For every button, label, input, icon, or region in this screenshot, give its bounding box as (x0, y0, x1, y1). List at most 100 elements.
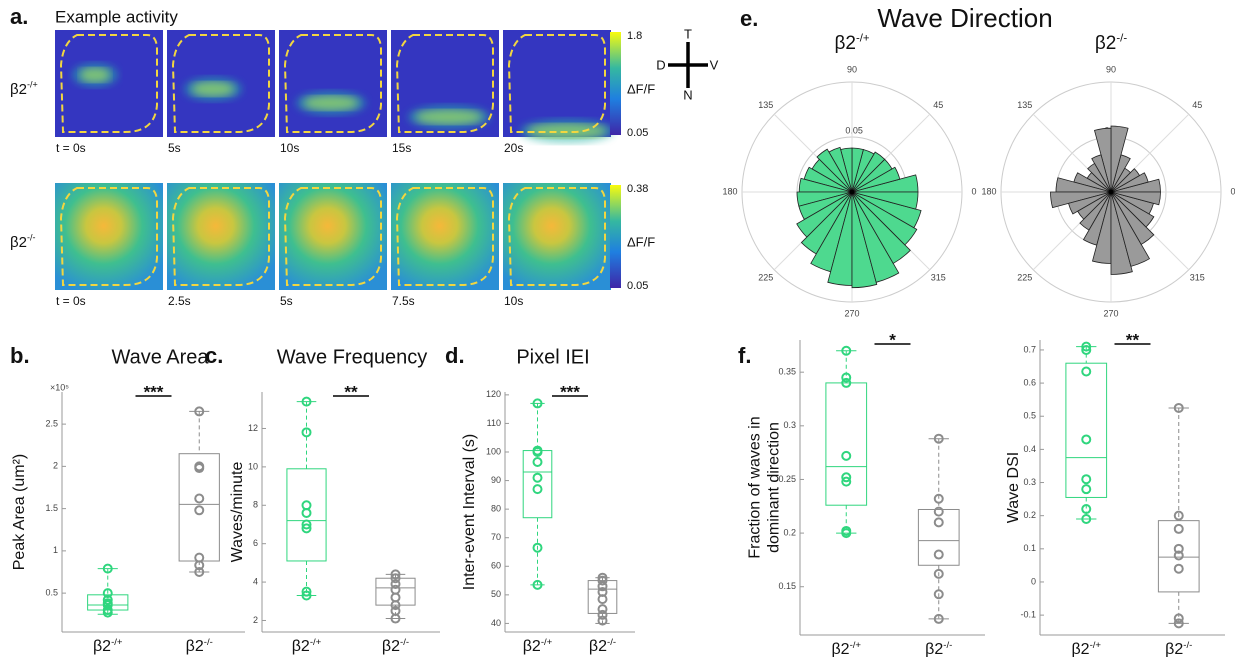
x-tick-label: β2-/- (925, 640, 952, 657)
outline (395, 187, 494, 286)
data-point (933, 568, 944, 579)
data-point (102, 563, 113, 574)
outline (507, 34, 606, 133)
compass-label: D (656, 57, 665, 72)
image-frame (279, 183, 387, 290)
data-point (597, 615, 608, 626)
y-tick-label: 0.3 (1023, 477, 1036, 487)
y-tick-label: 80 (491, 504, 501, 514)
y-tick-label: 4 (253, 576, 258, 586)
data-point (194, 406, 205, 417)
data-point (841, 476, 852, 487)
box (1157, 520, 1200, 593)
compass-label: T (684, 26, 692, 41)
image (391, 183, 499, 290)
outline (171, 187, 270, 286)
y-tick-label: 0.5 (1023, 411, 1036, 421)
wedge (1091, 154, 1112, 193)
data-point (1173, 563, 1184, 574)
y-tick-label: 0.5 (45, 588, 58, 598)
data-point (1173, 543, 1184, 554)
significance: *** (144, 382, 164, 401)
image-frame (55, 183, 163, 290)
data-point (390, 600, 401, 611)
outline (59, 34, 158, 133)
theta-tick-label: 0 (971, 186, 976, 196)
y-tick-label: 50 (491, 589, 501, 599)
theta-tick-label: 90 (1106, 64, 1116, 74)
y-tick-label: 0.15 (778, 581, 796, 591)
chart-title: Wave Frequency (277, 346, 427, 368)
data-point (532, 398, 543, 409)
wedge (851, 191, 918, 246)
time-label: 10s (504, 294, 523, 308)
box (1065, 362, 1108, 498)
data-point (1173, 550, 1184, 561)
y-tick-label: 70 (491, 532, 501, 542)
image-frame (391, 183, 499, 290)
y-tick-label: 0.25 (778, 474, 796, 484)
theta-tick-label: 180 (722, 186, 737, 196)
significance: *** (560, 382, 580, 401)
theta-tick-label: 270 (844, 308, 859, 318)
theta-tick-label: 180 (981, 186, 996, 196)
wedge (851, 191, 919, 210)
x-tick-label: β2-/+ (831, 640, 861, 657)
data-point (1081, 484, 1092, 495)
data-point (532, 542, 543, 553)
theta-tick-label: 0 (1230, 186, 1235, 196)
wedge (851, 191, 911, 264)
activity (72, 63, 118, 87)
colorbar (610, 185, 621, 288)
data-point (1173, 402, 1184, 413)
y-tick-label: 90 (491, 475, 501, 485)
y-tick-label: 0 (1031, 576, 1036, 586)
data-point (390, 613, 401, 624)
time-label: 10s (280, 141, 299, 155)
genotype-label: β2-/+ (10, 80, 38, 98)
image-frame (167, 30, 275, 137)
y-tick-label: 100 (486, 446, 501, 456)
y-axis-label: Wave DSI (1005, 452, 1022, 523)
activity (296, 91, 366, 115)
polar-title: β2-/+ (834, 32, 869, 54)
image (503, 183, 611, 290)
center-dot (1108, 189, 1114, 195)
panel-label: e. (740, 6, 758, 31)
data-point (933, 589, 944, 600)
image-frame (503, 30, 614, 143)
data-point (1081, 341, 1092, 352)
data-point (301, 427, 312, 438)
y-tick-label: 0.7 (1023, 344, 1036, 354)
wedge (1110, 191, 1151, 267)
data-point (532, 484, 543, 495)
image-frame (55, 30, 163, 137)
image (167, 183, 275, 290)
panel-label: f. (738, 343, 751, 368)
x-tick-label: β2-/+ (523, 637, 553, 656)
chart-title: Pixel IEI (516, 346, 589, 368)
theta-tick-label: 225 (1017, 273, 1032, 283)
data-point (301, 519, 312, 530)
data-point (301, 590, 312, 601)
panel-label: a. (10, 4, 28, 29)
x-tick-label: β2-/+ (292, 637, 322, 656)
data-point (933, 493, 944, 504)
time-label: 15s (392, 141, 411, 155)
r-tick-label: 0.05 (845, 125, 863, 135)
time-label: 7.5s (392, 294, 415, 308)
box (917, 508, 960, 566)
wedge (1110, 191, 1155, 228)
data-point (532, 447, 543, 457)
panel-label: c. (205, 343, 223, 368)
data-point (933, 506, 944, 517)
y-tick-label: 2 (253, 615, 258, 625)
data-point (532, 579, 543, 590)
time-label: 5s (280, 294, 293, 308)
theta-tick-label: 135 (758, 100, 773, 110)
data-point (841, 528, 852, 539)
y-tick-label: 120 (486, 389, 501, 399)
colorbar-label: 0.05 (627, 127, 648, 139)
data-point (841, 450, 852, 461)
outline (171, 34, 270, 133)
